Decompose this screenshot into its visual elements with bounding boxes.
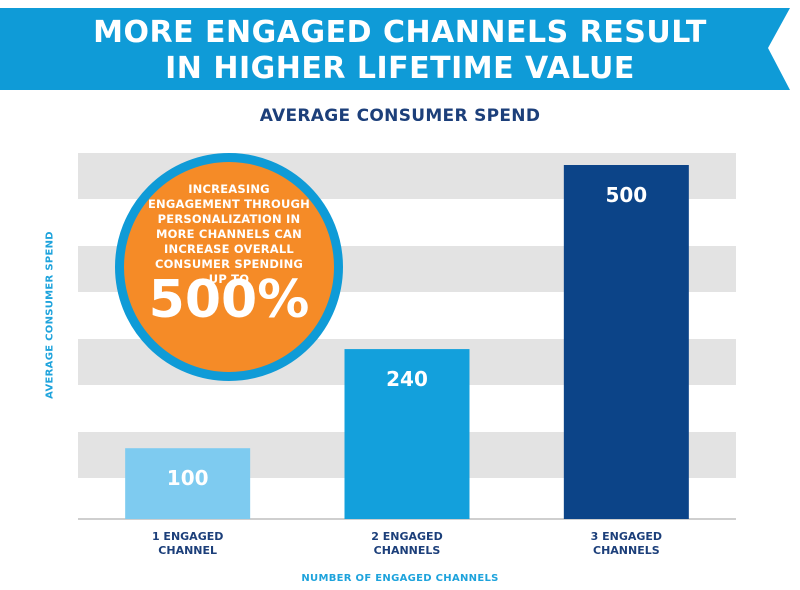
x-tick-label-line: 1 ENGAGED (152, 530, 223, 543)
banner-arrow-shape (0, 8, 790, 90)
callout-value: 500% (148, 270, 310, 330)
data-label-3: 500 (605, 183, 647, 207)
x-axis-label: NUMBER OF ENGAGED CHANNELS (301, 573, 499, 584)
y-axis-label: AVERAGE CONSUMER SPEND (44, 231, 56, 399)
callout-circle: INCREASING ENGAGEMENT THROUGH PERSONALIZ… (115, 153, 343, 381)
banner-title-line-2: IN HIGHER LIFETIME VALUE (165, 51, 635, 86)
bar-2 (344, 349, 470, 519)
x-tick-label-line: 2 ENGAGED (371, 530, 442, 543)
chart-title: AVERAGE CONSUMER SPEND (259, 106, 541, 126)
bar-3 (563, 165, 689, 519)
banner-title-line-1: MORE ENGAGED CHANNELS RESULT (93, 15, 707, 50)
x-tick-label-line: CHANNEL (158, 544, 217, 557)
bars (125, 165, 689, 519)
x-tick-label-1: 1 ENGAGED CHANNEL (152, 530, 223, 557)
data-labels: 100 240 500 (167, 183, 647, 490)
title-banner (0, 8, 790, 90)
x-tick-label-line: CHANNELS (593, 544, 660, 557)
data-label-2: 240 (386, 367, 428, 391)
x-tick-label-line: 3 ENGAGED (591, 530, 662, 543)
callout-text: INCREASING ENGAGEMENT THROUGH PERSONALIZ… (148, 182, 310, 286)
bar-1 (125, 448, 251, 519)
data-label-1: 100 (167, 466, 209, 490)
x-tick-label-2: 2 ENGAGED CHANNELS (371, 530, 442, 557)
x-tick-label-line: CHANNELS (374, 544, 441, 557)
x-tick-label-3: 3 ENGAGED CHANNELS (591, 530, 662, 557)
